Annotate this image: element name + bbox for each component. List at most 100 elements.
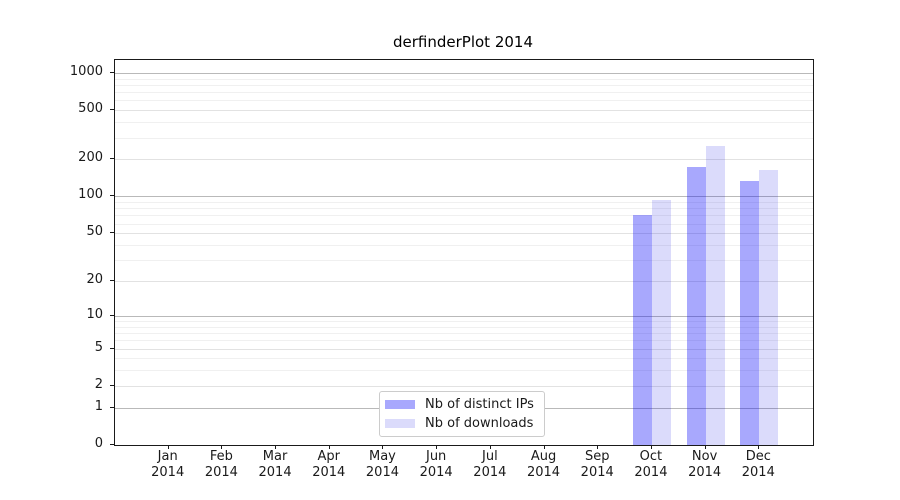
x-tick-mark-nov [704,445,706,449]
y-tick-label-100: 100 [78,187,103,203]
x-tick-year: 2014 [419,465,453,480]
x-tick-mark-oct [650,445,652,449]
chart-title: derfinderPlot 2014 [392,33,533,51]
bar-downloads-dec [759,170,779,445]
gridline-minor-70 [115,215,813,217]
bar-distinct-ips-dec [740,180,760,445]
x-tick-label-oct: Oct 2014 [623,449,679,481]
gridline-minor-90 [115,202,813,204]
x-tick-mark-apr [328,445,330,449]
y-tick-label-0: 0 [94,436,103,451]
y-tick-label-1000: 1000 [69,63,103,79]
x-tick-mark-feb [221,445,223,449]
x-tick-month: Apr [317,449,341,464]
x-tick-year: 2014 [258,465,292,480]
x-tick-mark-may [382,445,384,449]
x-tick-mark-dec [758,445,760,449]
gridline-major-200 [115,159,813,161]
x-tick-label-jan: Jan 2014 [140,449,196,481]
y-tick-mark-200 [110,158,114,160]
y-tick-label-2: 2 [94,376,103,392]
x-tick-label-feb: Feb 2014 [193,449,249,481]
y-tick-label-20: 20 [86,272,103,288]
gridline-major-5 [115,348,813,350]
gridline-minor-900 [115,78,813,80]
gridline-minor-9 [115,321,813,322]
x-tick-mark-jul [489,445,491,449]
x-tick-mark-sep [597,445,599,449]
legend-item-distinct-ips: Nb of distinct IPs [385,397,544,412]
y-tick-label-10: 10 [86,306,103,322]
y-tick-mark-100 [110,195,114,197]
x-tick-year: 2014 [365,465,399,480]
y-tick-label-1: 1 [94,398,103,414]
gridline-major-20 [115,281,813,283]
y-tick-mark-1000 [110,71,114,73]
y-tick-mark-0 [110,444,114,445]
legend-label-distinct-ips: Nb of distinct IPs [425,397,534,412]
x-tick-month: Jul [482,449,498,464]
x-tick-year: 2014 [473,465,507,480]
x-tick-year: 2014 [312,465,346,480]
x-tick-month: Jan [157,449,178,464]
gridline-minor-700 [115,92,813,94]
x-tick-month: Oct [639,449,663,464]
gridline-major-1000 [115,72,813,74]
y-tick-mark-1 [110,406,114,408]
y-tick-mark-10 [110,314,114,316]
gridline-minor-4 [115,358,813,360]
gridline-minor-80 [115,208,813,210]
gridline-major-500 [115,110,813,112]
y-tick-mark-500 [110,109,114,111]
gridline-minor-8 [115,326,813,328]
gridline-major-100 [115,196,813,198]
x-tick-mark-aug [543,445,545,449]
x-tick-label-jul: Jul 2014 [462,449,518,481]
x-tick-year: 2014 [526,465,561,480]
x-tick-month: Feb [209,449,233,464]
x-tick-label-may: May 2014 [354,449,410,481]
gridline-minor-7 [115,333,813,335]
gridline-minor-800 [115,84,813,86]
y-tick-label-5: 5 [94,339,103,355]
y-tick-label-50: 50 [86,224,103,240]
gridline-major-2 [115,385,813,387]
x-tick-year: 2014 [151,465,185,480]
x-tick-label-mar: Mar 2014 [247,449,303,481]
x-tick-month: Dec [745,449,771,464]
bar-downloads-oct [651,199,671,445]
gridline-minor-400 [115,122,813,124]
gridline-minor-300 [115,137,813,139]
legend-swatch-distinct-ips [385,400,415,409]
x-tick-mark-jun [436,445,438,449]
y-tick-mark-5 [110,347,114,349]
x-tick-label-dec: Dec 2014 [730,449,786,481]
gridline-minor-6 [115,340,813,342]
legend: Nb of distinct IPs Nb of downloads [379,391,545,437]
gridline-major-50 [115,233,813,235]
x-tick-label-aug: Aug 2014 [516,449,572,481]
x-tick-label-sep: Sep 2014 [569,449,625,481]
legend-label-downloads: Nb of downloads [425,416,534,431]
gridline-minor-60 [115,223,813,225]
x-tick-label-jun: Jun 2014 [408,449,464,481]
x-tick-month: Mar [262,449,288,464]
gridline-minor-3 [115,370,813,372]
x-tick-mark-mar [275,445,277,449]
gridline-minor-600 [115,100,813,102]
x-tick-year: 2014 [204,465,238,480]
bar-distinct-ips-oct [632,215,652,445]
y-tick-label-200: 200 [78,150,103,166]
y-tick-mark-50 [110,232,114,234]
legend-swatch-downloads [385,419,415,428]
x-tick-label-nov: Nov 2014 [677,449,733,481]
x-tick-month: May [369,449,396,464]
x-tick-month: Aug [530,449,557,464]
plot-area [114,59,814,446]
y-tick-label-500: 500 [78,101,103,117]
x-tick-year: 2014 [688,465,722,480]
y-tick-mark-20 [110,280,114,282]
x-tick-year: 2014 [580,465,614,480]
y-tick-mark-2 [110,384,114,386]
